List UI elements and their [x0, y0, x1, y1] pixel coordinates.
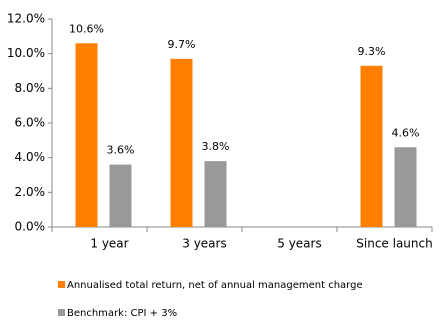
- y-tick-label: 2.0%: [15, 185, 46, 199]
- y-tick-label: 8.0%: [15, 81, 46, 95]
- value-label: 10.6%: [69, 22, 104, 35]
- legend-swatch: [58, 281, 65, 288]
- bar: [109, 164, 132, 227]
- y-tick-label: 4.0%: [15, 150, 46, 164]
- x-tick-label: 5 years: [277, 237, 321, 251]
- value-label: 9.7%: [168, 38, 196, 51]
- y-tick-label: 12.0%: [7, 12, 45, 26]
- legend-label: Annualised total return, net of annual m…: [67, 280, 363, 291]
- x-tick-label: 1 year: [90, 237, 128, 251]
- value-label: 3.8%: [202, 140, 230, 153]
- legend-label: Benchmark: CPI + 3%: [67, 308, 177, 319]
- bar: [170, 58, 193, 227]
- bar: [360, 65, 383, 227]
- value-label: 3.6%: [107, 144, 135, 157]
- y-tick-label: 10.0%: [7, 46, 45, 60]
- x-tick-label: Since launch: [356, 237, 432, 251]
- bar: [204, 161, 227, 227]
- legend-swatch: [58, 309, 65, 316]
- x-tick-label: 3 years: [182, 237, 226, 251]
- bar: [394, 147, 417, 227]
- y-tick-label: 0.0%: [15, 220, 46, 234]
- value-label: 4.6%: [392, 126, 420, 139]
- y-tick-label: 6.0%: [15, 116, 46, 130]
- value-label: 9.3%: [358, 45, 386, 58]
- bar: [75, 43, 98, 228]
